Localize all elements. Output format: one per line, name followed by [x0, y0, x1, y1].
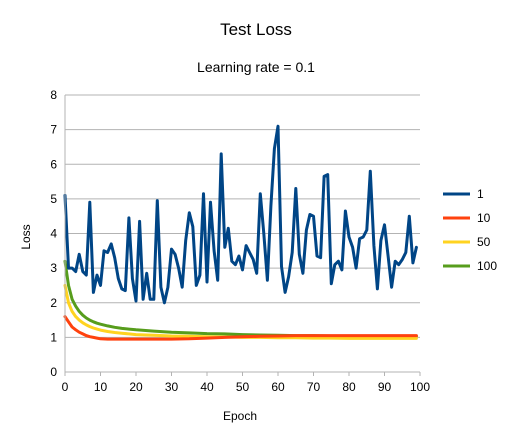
chart-title: Test Loss [220, 20, 292, 39]
series-group [63, 124, 418, 341]
legend: 1 10 50 100 [443, 187, 497, 273]
y-tick-label: 4 [50, 227, 57, 241]
y-axis-label: Loss [19, 224, 33, 249]
series-line-1 [63, 124, 418, 305]
y-tick-label: 7 [50, 123, 57, 137]
x-tick-label: 40 [200, 380, 214, 394]
legend-label: 1 [477, 187, 484, 201]
y-tick-label: 2 [50, 296, 57, 310]
x-tick-label: 90 [378, 380, 392, 394]
x-tick-label: 50 [236, 380, 250, 394]
x-tick-label: 60 [271, 380, 285, 394]
y-tick-label: 3 [50, 261, 57, 275]
x-tick-label: 10 [94, 380, 108, 394]
legend-label: 10 [477, 211, 491, 225]
y-tick-label: 6 [50, 157, 57, 171]
x-tick-label: 100 [410, 380, 430, 394]
x-tick-label: 80 [342, 380, 356, 394]
y-tick-label: 1 [50, 330, 57, 344]
x-tick-label: 70 [307, 380, 321, 394]
y-tick-label: 5 [50, 192, 57, 206]
x-tick-label: 20 [129, 380, 143, 394]
y-tick-label: 0 [50, 365, 57, 379]
y-tick-labels: 0 1 2 3 4 5 6 7 8 [50, 88, 57, 379]
x-tick-labels: 0 10 20 30 40 50 60 70 80 90 100 [62, 380, 431, 394]
series-line-10 [63, 315, 418, 341]
legend-label: 100 [477, 259, 497, 273]
x-tick-label: 0 [62, 380, 69, 394]
x-axis-label: Epoch [223, 409, 257, 423]
y-tick-label: 8 [50, 88, 57, 102]
legend-label: 50 [477, 235, 491, 249]
x-tick-label: 30 [165, 380, 179, 394]
axes [64, 95, 421, 376]
chart-subtitle: Learning rate = 0.1 [197, 59, 315, 75]
series-line-50 [63, 283, 418, 340]
